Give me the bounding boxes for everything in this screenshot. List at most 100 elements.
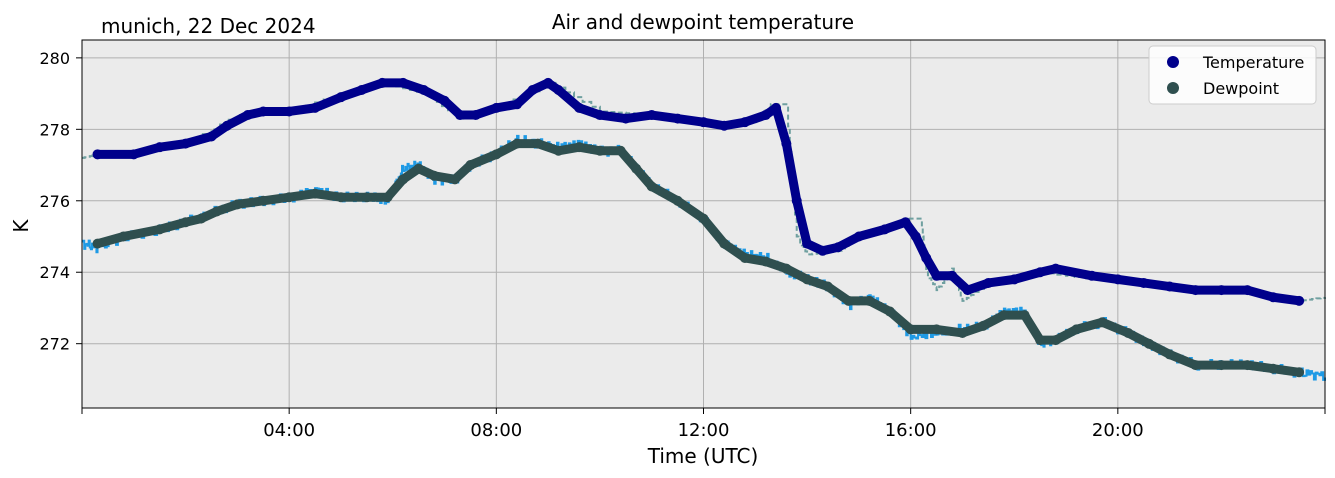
- data-point: [760, 256, 771, 267]
- data-point: [211, 206, 222, 217]
- data-point: [760, 110, 771, 121]
- data-point: [154, 142, 165, 153]
- data-point: [92, 238, 103, 249]
- data-point: [398, 77, 409, 88]
- data-point: [1071, 324, 1082, 335]
- data-point: [931, 324, 942, 335]
- legend-box: [1148, 45, 1317, 105]
- data-point: [491, 102, 502, 113]
- data-point: [1019, 310, 1030, 321]
- data-point: [553, 145, 564, 156]
- data-point: [983, 277, 994, 288]
- data-point: [822, 281, 833, 292]
- data-point: [1097, 317, 1108, 328]
- data-point: [574, 142, 585, 153]
- data-point: [232, 199, 243, 210]
- data-point: [154, 224, 165, 235]
- data-point: [553, 85, 564, 96]
- y-tick-label: 278: [39, 120, 70, 139]
- data-point: [1035, 267, 1046, 278]
- legend-label-temperature: Temperature: [1202, 53, 1304, 72]
- data-point: [1035, 335, 1046, 346]
- data-point: [781, 263, 792, 274]
- data-point: [206, 131, 217, 142]
- data-point: [1216, 360, 1227, 371]
- data-point: [672, 113, 683, 124]
- data-point: [574, 102, 585, 113]
- data-point: [1050, 263, 1061, 274]
- x-tick-label: 20:00: [1092, 420, 1144, 441]
- legend-label-dewpoint: Dewpoint: [1203, 79, 1279, 98]
- data-point: [455, 110, 466, 121]
- data-point: [1123, 327, 1134, 338]
- data-point: [284, 192, 295, 203]
- data-point: [491, 149, 502, 160]
- x-tick-label: 04:00: [263, 420, 315, 441]
- y-axis: 272 274 276 278 280: [39, 49, 82, 354]
- data-point: [620, 113, 631, 124]
- data-point: [781, 138, 792, 149]
- data-point: [512, 138, 523, 149]
- series-dewpoint: [92, 138, 1305, 378]
- data-point: [196, 213, 207, 224]
- data-point: [310, 188, 321, 199]
- series-markers: [92, 77, 1305, 378]
- data-point: [864, 295, 875, 306]
- data-point: [791, 195, 802, 206]
- data-point: [646, 181, 657, 192]
- y-tick-label: 276: [39, 192, 70, 211]
- x-tick-label: 08:00: [470, 420, 522, 441]
- data-point: [843, 295, 854, 306]
- data-point: [853, 231, 864, 242]
- data-point: [1143, 338, 1154, 349]
- data-point: [377, 77, 388, 88]
- data-point: [879, 224, 890, 235]
- data-point: [978, 320, 989, 331]
- data-point: [1190, 285, 1201, 296]
- data-point: [512, 99, 523, 110]
- data-point: [335, 92, 346, 103]
- data-point: [957, 327, 968, 338]
- data-point: [1242, 285, 1253, 296]
- data-point: [449, 174, 460, 185]
- data-point: [465, 160, 476, 171]
- data-point: [470, 110, 481, 121]
- data-point: [429, 170, 440, 181]
- data-point: [998, 310, 1009, 321]
- data-point: [1268, 292, 1279, 303]
- legend-marker-dewpoint: [1167, 82, 1179, 94]
- data-point: [739, 252, 750, 263]
- data-point: [1216, 285, 1227, 296]
- data-point: [771, 102, 782, 113]
- data-point: [947, 270, 958, 281]
- data-point: [439, 95, 450, 106]
- data-point: [921, 252, 932, 263]
- data-point: [719, 120, 730, 131]
- data-point: [1009, 274, 1020, 285]
- legend: Temperature Dewpoint: [1148, 45, 1317, 105]
- data-point: [92, 149, 103, 160]
- x-axis: 04:00 08:00 12:00 16:00 20:00: [81, 408, 1326, 441]
- data-point: [884, 306, 895, 317]
- data-point: [413, 163, 424, 174]
- legend-marker-temperature: [1167, 56, 1179, 68]
- data-point: [1268, 363, 1279, 374]
- data-point: [1086, 270, 1097, 281]
- data-point: [284, 106, 295, 117]
- data-point: [180, 138, 191, 149]
- data-point: [1050, 335, 1061, 346]
- y-tick-label: 280: [39, 49, 70, 68]
- y-axis-label: K: [9, 219, 33, 233]
- data-point: [1294, 295, 1305, 306]
- data-point: [631, 163, 642, 174]
- y-tick-label: 274: [39, 263, 70, 282]
- data-point: [905, 324, 916, 335]
- data-point: [1112, 274, 1123, 285]
- data-point: [698, 117, 709, 128]
- data-point: [594, 110, 605, 121]
- data-point: [258, 106, 269, 117]
- data-point: [1190, 360, 1201, 371]
- data-point: [1294, 367, 1305, 378]
- data-point: [931, 270, 942, 281]
